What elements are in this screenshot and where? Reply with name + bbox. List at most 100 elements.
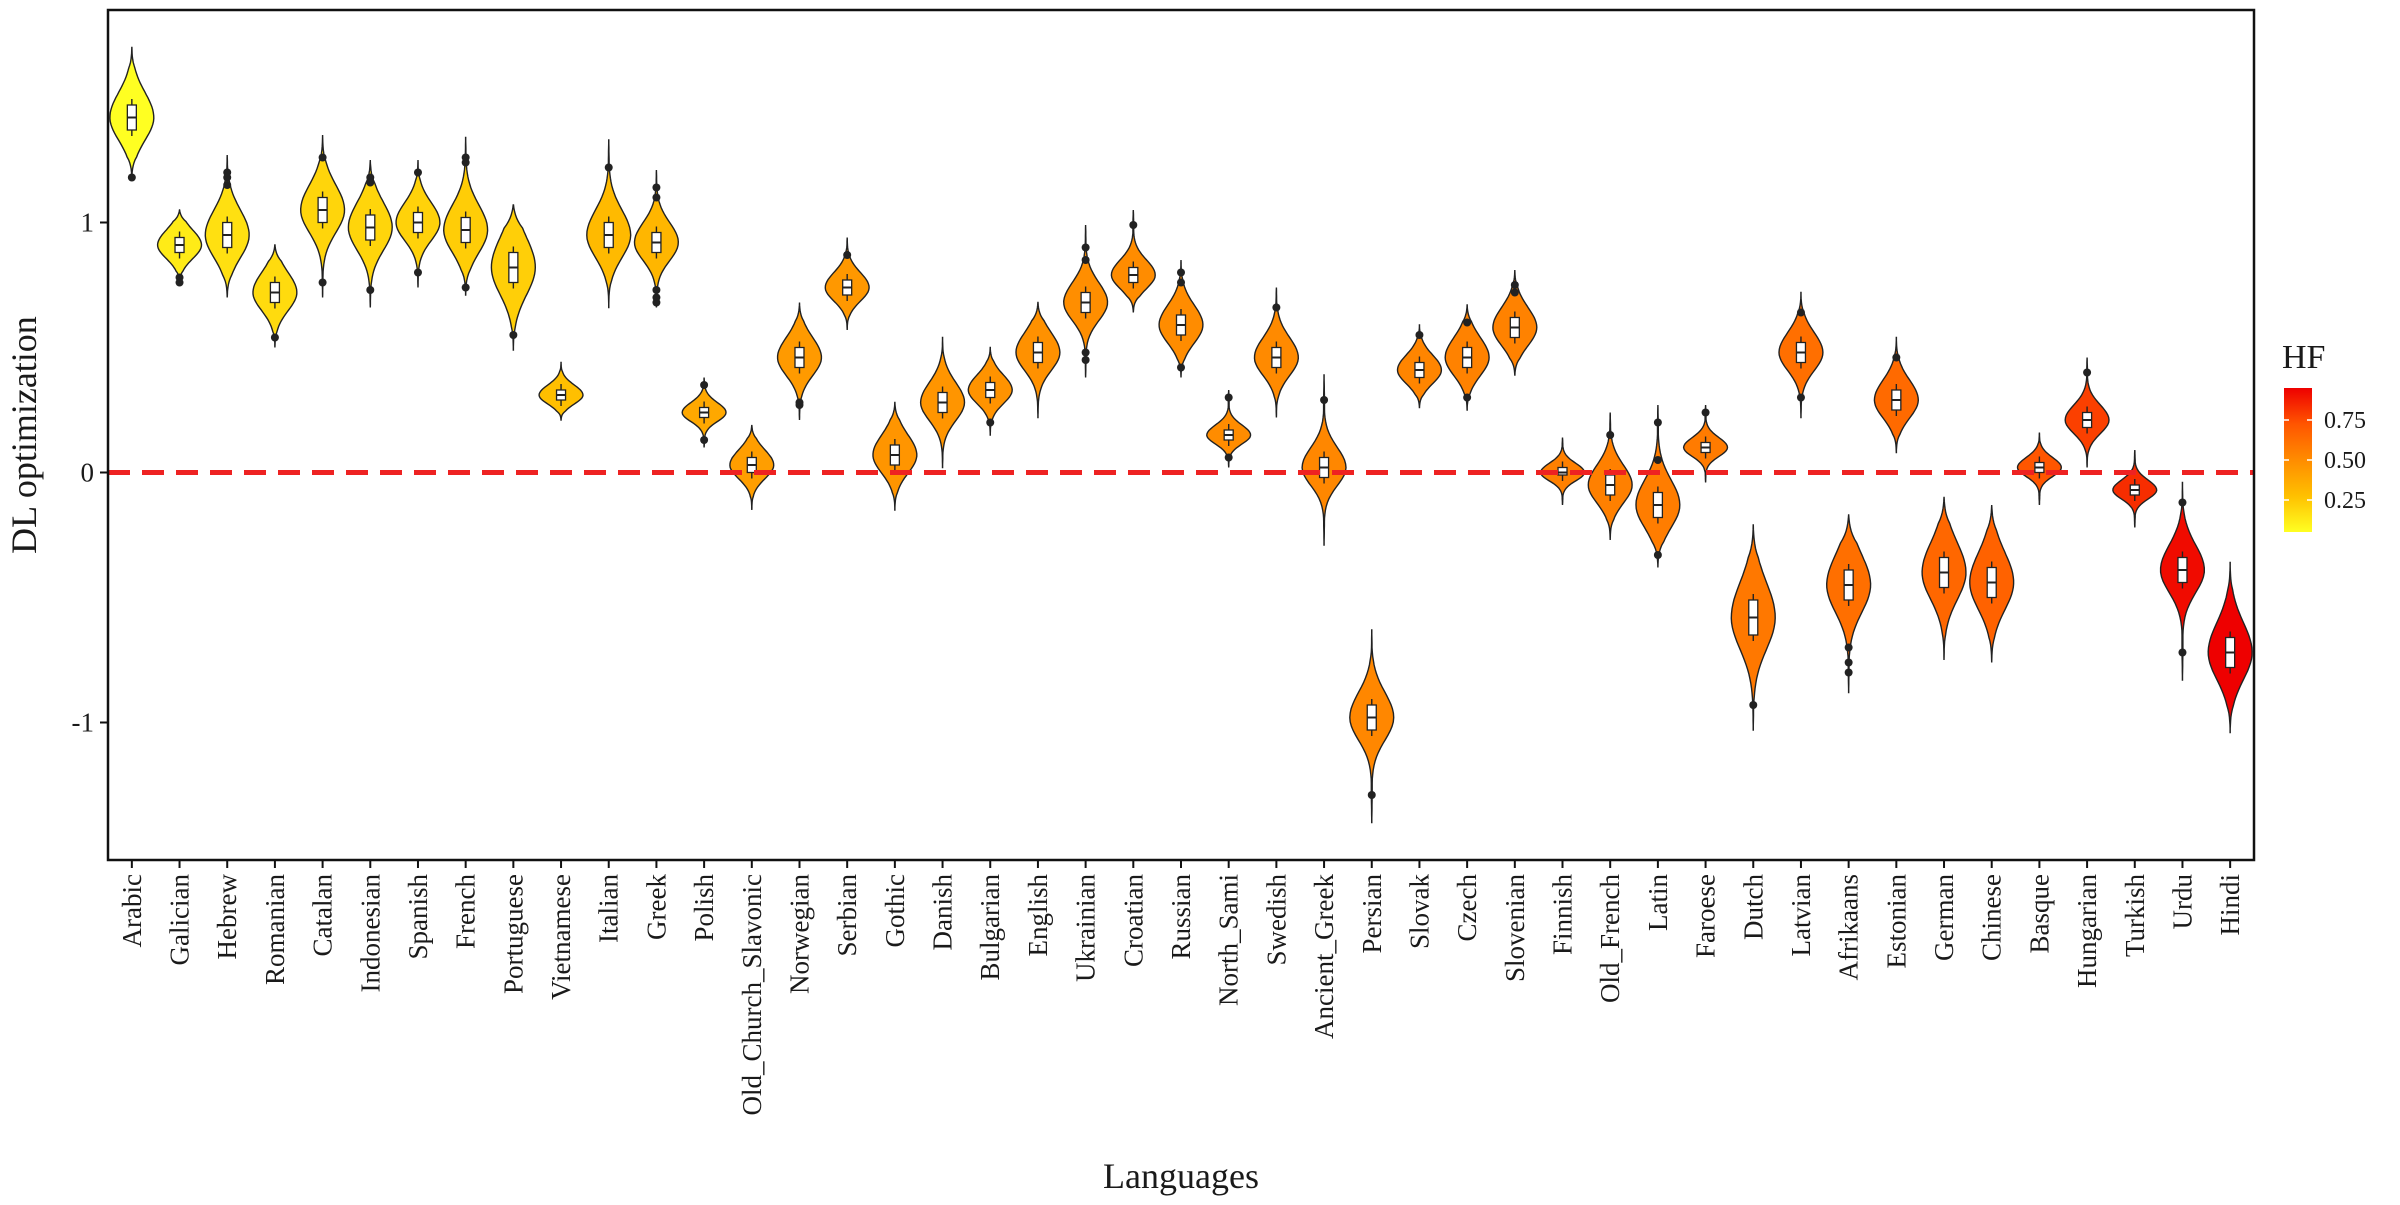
- outlier-point: [2083, 368, 2092, 377]
- y-axis: -1 0 1: [72, 208, 108, 738]
- outlier-point: [366, 286, 375, 294]
- violin-chinese: [1969, 504, 2015, 663]
- x-tick-label: Afrikaans: [1834, 874, 1864, 980]
- x-tick-label: Galician: [165, 874, 195, 966]
- y-axis-title: DL optimization: [4, 316, 44, 554]
- x-tick-label: English: [1023, 874, 1053, 957]
- outlier-point: [652, 193, 661, 202]
- x-tick-label: Bulgarian: [975, 874, 1005, 981]
- outlier-point: [318, 153, 327, 162]
- legend-tick-label: 0.50: [2324, 448, 2366, 474]
- outlier-point: [1844, 668, 1853, 677]
- violin-old_french: [1587, 412, 1633, 541]
- x-tick-label: Slovenian: [1500, 874, 1530, 982]
- x-tick-label: North_Sami: [1214, 874, 1244, 1006]
- violin-norwegian: [776, 302, 823, 421]
- violin-old_church_slavonic: [729, 424, 775, 511]
- outlier-point: [1081, 348, 1090, 357]
- outlier-point: [604, 163, 613, 172]
- outlier-point: [652, 286, 661, 294]
- violin-ancient_greek: [1301, 374, 1347, 546]
- x-tick-label: Norwegian: [784, 874, 814, 994]
- outlier-point: [1653, 551, 1662, 559]
- violin-basque: [2016, 432, 2063, 506]
- violin-greek: [633, 169, 680, 308]
- violin-galician: [156, 209, 203, 287]
- outlier-point: [1844, 658, 1853, 667]
- violin-gothic: [872, 401, 918, 511]
- outlier-point: [1463, 393, 1472, 402]
- y-tick-label: -1: [72, 708, 95, 738]
- outlier-point: [461, 283, 470, 292]
- x-tick-label: Russian: [1166, 874, 1196, 960]
- outlier-point: [1701, 408, 1710, 417]
- violin-romanian: [252, 244, 298, 348]
- hf-color-legend: HF 0.25 0.50 0.75: [2282, 339, 2366, 532]
- legend-tick-label: 0.25: [2324, 488, 2366, 514]
- violin-estonian: [1873, 336, 1920, 454]
- outlier-point: [1510, 281, 1519, 289]
- x-tick-label: Ukrainian: [1071, 874, 1101, 982]
- violin-afrikaans: [1825, 514, 1872, 694]
- outlier-point: [1415, 331, 1424, 339]
- outlier-point: [700, 436, 709, 444]
- violin-croatian: [1110, 209, 1156, 313]
- outlier-point: [461, 153, 470, 162]
- violin-latvian: [1778, 291, 1824, 419]
- outlier-point: [223, 168, 232, 177]
- violin-portuguese: [490, 204, 537, 351]
- outlier-point: [1606, 431, 1615, 439]
- x-tick-label: Latin: [1643, 874, 1673, 931]
- x-tick-label: Czech: [1452, 874, 1482, 942]
- outlier-point: [1081, 243, 1090, 252]
- x-tick-label: Latvian: [1786, 874, 1816, 957]
- violin-hindi: [2207, 561, 2253, 734]
- violin-french: [442, 136, 489, 296]
- outlier-point: [1796, 308, 1805, 317]
- x-tick-label: Arabic: [117, 874, 147, 947]
- violin-slovak: [1396, 324, 1443, 409]
- outlier-point: [413, 168, 422, 177]
- violin-indonesian: [347, 159, 393, 308]
- x-axis-title: Languages: [1103, 1156, 1259, 1196]
- outlier-point: [1653, 456, 1662, 464]
- outlier-point: [1177, 268, 1185, 277]
- outlier-point: [175, 273, 184, 282]
- x-tick-label: Hindi: [2215, 874, 2245, 936]
- outlier-point: [2178, 648, 2187, 657]
- outlier-point: [1844, 643, 1853, 652]
- outlier-point: [1367, 791, 1376, 799]
- x-tick-label: Dutch: [1738, 874, 1768, 940]
- violin-danish: [919, 336, 966, 469]
- violin-german: [1921, 496, 1967, 661]
- y-tick-label: 1: [81, 208, 95, 238]
- box-iqr: [1557, 466, 1568, 476]
- violin-body: [1110, 209, 1156, 313]
- x-tick-label: Slovak: [1404, 874, 1434, 950]
- violin-spanish: [395, 159, 441, 288]
- outlier-point: [1272, 303, 1281, 312]
- outlier-point: [652, 293, 661, 302]
- violin-vietnamese: [538, 361, 584, 421]
- violin-bulgarian: [967, 346, 1013, 436]
- violin-faroese: [1682, 404, 1729, 483]
- outlier-point: [1510, 288, 1519, 297]
- violin-latin: [1635, 404, 1681, 568]
- violin-persian: [1349, 629, 1395, 824]
- x-tick-label: Gothic: [880, 874, 910, 948]
- x-tick-label: Ancient_Greek: [1309, 874, 1339, 1039]
- x-tick-label: Indonesian: [355, 874, 385, 993]
- outlier-point: [1081, 256, 1090, 264]
- violin-hungarian: [2064, 357, 2110, 468]
- violin-urdu: [2159, 481, 2205, 681]
- outlier-point: [366, 173, 375, 182]
- violin-italian: [586, 139, 632, 309]
- x-tick-label: Greek: [641, 874, 671, 940]
- violin-english: [1015, 301, 1061, 419]
- x-tick-label: Old_French: [1595, 874, 1625, 1003]
- outlier-point: [1177, 278, 1185, 287]
- violins-layer: [109, 46, 2253, 824]
- outlier-point: [1224, 453, 1233, 462]
